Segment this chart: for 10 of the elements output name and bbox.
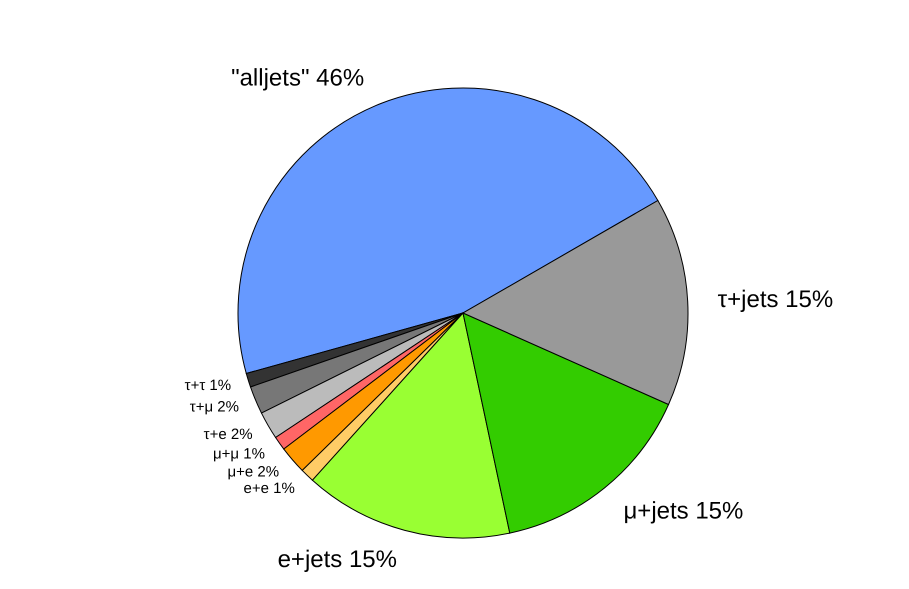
slice-label: μ+μ 1%	[213, 445, 265, 462]
slice-label: τ+jets 15%	[718, 286, 834, 314]
slice-label: "alljets" 46%	[231, 64, 364, 92]
slice-label: e+jets 15%	[278, 546, 397, 573]
slice-label: μ+jets 15%	[623, 498, 744, 525]
slice-label: τ+τ 1%	[184, 377, 232, 394]
slice-label: e+e 1%	[244, 480, 295, 497]
slice-label: μ+e 2%	[227, 463, 280, 480]
slice-label: τ+e 2%	[204, 426, 253, 443]
slice-label: τ+μ 2%	[190, 398, 239, 416]
